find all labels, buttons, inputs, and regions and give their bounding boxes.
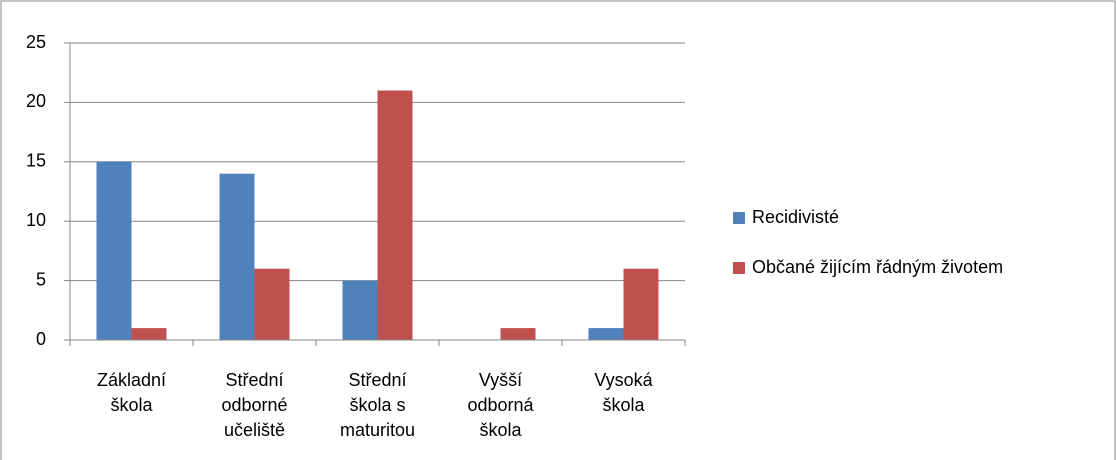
y-tick-label: 5 [36, 269, 46, 289]
bar [96, 161, 132, 340]
legend-label: Recidivisté [752, 207, 839, 227]
legend-swatch [733, 212, 745, 224]
x-tick-label: Vyšší odborná škola [467, 370, 534, 440]
y-tick-label: 10 [26, 210, 46, 230]
y-tick-label: 15 [26, 151, 46, 171]
x-tick-label: Střední odborné učeliště [221, 370, 288, 440]
y-tick-label: 25 [26, 32, 46, 52]
bar [588, 328, 624, 340]
bar [500, 328, 536, 340]
bar [377, 90, 413, 341]
legend-label: Občané žijícím řádným životem [752, 257, 1003, 277]
y-tick-label: 20 [26, 91, 46, 111]
bar [342, 280, 378, 340]
y-tick-label: 0 [36, 329, 46, 349]
bar [254, 268, 290, 340]
legend-swatch [733, 262, 745, 274]
bar [219, 173, 255, 340]
x-tick-label: Střední škola s maturitou [339, 370, 416, 440]
x-tick-label: Vysoká škola [594, 370, 653, 415]
x-tick-label: Základní škola [96, 370, 167, 415]
bar [131, 328, 167, 340]
bar [623, 268, 659, 340]
